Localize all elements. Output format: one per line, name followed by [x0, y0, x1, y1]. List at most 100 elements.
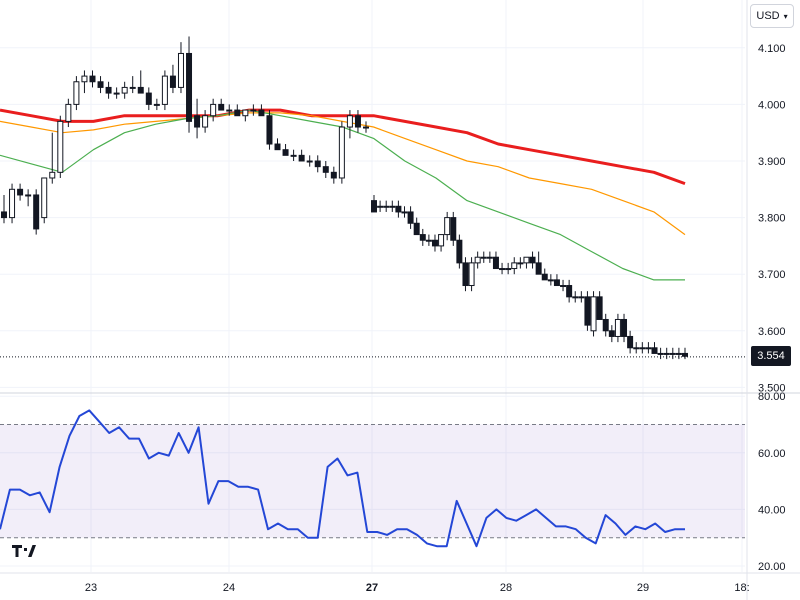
- candle-85: [608, 325, 615, 343]
- candle-95: [669, 347, 676, 360]
- candle-51: [401, 206, 408, 218]
- price-tick-label: 4.100: [758, 43, 786, 55]
- candle-19: [153, 98, 160, 111]
- candle-39: [314, 155, 321, 173]
- candle-11: [89, 70, 96, 88]
- currency-label: USD: [756, 10, 780, 22]
- candle-20: [161, 70, 168, 111]
- price-tick-label: 3.900: [758, 156, 786, 168]
- candle-65: [486, 251, 493, 263]
- price-axis[interactable]: 4.100 4.000 3.900 3.800 3.700 3.600 3.500: [758, 43, 786, 395]
- chevron-down-icon: ▾: [783, 11, 788, 21]
- candle-43: [346, 110, 353, 139]
- tradingview-logo-icon: [12, 545, 36, 557]
- rsi-band-fill: [0, 424, 745, 538]
- candle-41: [330, 166, 337, 184]
- candle-18: [145, 87, 152, 111]
- candle-53: [413, 217, 420, 236]
- candle-61: [462, 257, 469, 292]
- candle-49: [389, 200, 396, 212]
- price-tick-label: 3.800: [758, 213, 786, 225]
- time-tick-label: 27: [366, 582, 378, 594]
- candle-76: [553, 274, 560, 287]
- candle-58: [444, 211, 451, 241]
- candle-47: [377, 200, 384, 212]
- candle-38: [306, 155, 313, 167]
- candle-45: [363, 121, 369, 133]
- candle-46: [371, 194, 377, 213]
- candle-91: [645, 342, 652, 354]
- candle-68: [505, 262, 512, 275]
- candle-57: [438, 234, 445, 252]
- candle-5: [41, 177, 48, 224]
- candle-84: [602, 313, 609, 337]
- candle-28: [226, 104, 233, 116]
- candle-77: [560, 279, 567, 292]
- rsi-polyline: [0, 409, 685, 548]
- price-tick-label: 3.700: [758, 269, 786, 281]
- time-tick-label: 29: [637, 582, 649, 594]
- candle-36: [290, 149, 297, 161]
- candle-17: [137, 70, 144, 94]
- candle-55: [425, 234, 432, 246]
- candle-79: [572, 291, 579, 303]
- candle-78: [566, 279, 573, 303]
- candle-24: [194, 98, 201, 139]
- rsi-tick-label: 80.00: [758, 391, 786, 403]
- rsi-tick-label: 20.00: [758, 561, 786, 573]
- candle-0: [1, 194, 7, 224]
- candle-10: [81, 70, 88, 94]
- candle-70: [517, 257, 524, 269]
- candle-26: [210, 98, 217, 122]
- candle-97: [682, 347, 688, 360]
- candle-72: [529, 251, 536, 269]
- candle-60: [456, 234, 463, 269]
- candle-82: [590, 291, 597, 337]
- candle-27: [218, 98, 225, 111]
- candle-37: [298, 149, 305, 162]
- candle-30: [242, 109, 249, 122]
- candle-64: [480, 251, 487, 263]
- candle-2: [17, 183, 24, 201]
- time-axis[interactable]: 23 24 27 28 29 18:: [85, 582, 750, 594]
- candle-6: [49, 132, 56, 184]
- candle-44: [354, 110, 361, 133]
- candle-29: [234, 104, 241, 117]
- price-tick-label: 3.600: [758, 326, 786, 338]
- price-tick-label: 4.000: [758, 99, 786, 111]
- candle-87: [621, 313, 628, 343]
- candles: [1, 36, 688, 360]
- candle-48: [383, 200, 390, 212]
- candle-88: [627, 330, 634, 354]
- rsi-axis[interactable]: 80.00 60.00 40.00 20.00: [758, 391, 786, 573]
- rsi-tick-label: 60.00: [758, 448, 786, 460]
- candle-42: [338, 121, 345, 184]
- time-tick-label: 23: [85, 582, 97, 594]
- candle-25: [202, 110, 209, 133]
- candle-8: [65, 98, 72, 128]
- candle-89: [633, 342, 640, 354]
- price-tick-label: 3.500: [758, 382, 786, 394]
- last-price-badge: 3.554: [751, 346, 791, 366]
- candle-35: [282, 144, 289, 156]
- candle-31: [250, 104, 257, 116]
- candle-75: [547, 274, 554, 286]
- candle-34: [274, 138, 281, 151]
- candle-9: [73, 76, 80, 111]
- candle-54: [419, 228, 426, 246]
- candle-14: [113, 87, 120, 99]
- candle-59: [450, 211, 457, 246]
- candle-21: [169, 64, 176, 94]
- candle-74: [541, 268, 548, 281]
- currency-selector[interactable]: USD ▾: [750, 4, 794, 28]
- candle-4: [33, 189, 40, 235]
- rsi-tick-label: 40.00: [758, 504, 786, 516]
- candle-81: [584, 291, 591, 331]
- candle-52: [407, 206, 414, 229]
- candle-7: [57, 115, 64, 178]
- moving-average-ma-long: [0, 108, 686, 186]
- time-tick-label: 24: [223, 582, 235, 594]
- candle-33: [266, 110, 273, 150]
- time-tick-label: 28: [500, 582, 512, 594]
